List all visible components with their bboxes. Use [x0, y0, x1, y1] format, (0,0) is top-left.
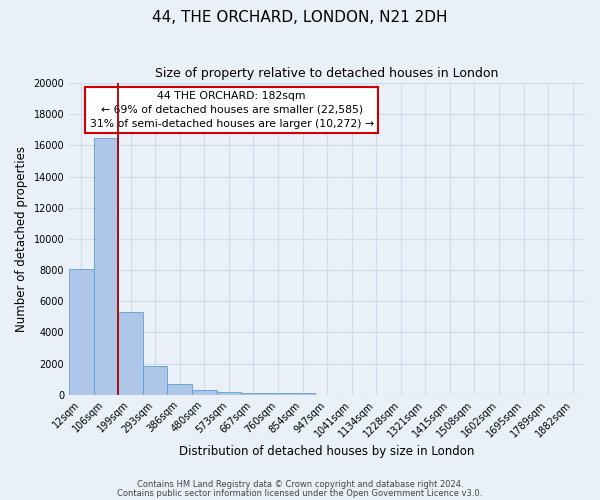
Text: 44, THE ORCHARD, LONDON, N21 2DH: 44, THE ORCHARD, LONDON, N21 2DH: [152, 10, 448, 25]
Bar: [167, 384, 192, 395]
Text: 44 THE ORCHARD: 182sqm
← 69% of detached houses are smaller (22,585)
31% of semi: 44 THE ORCHARD: 182sqm ← 69% of detached…: [89, 91, 374, 129]
Title: Size of property relative to detached houses in London: Size of property relative to detached ho…: [155, 68, 499, 80]
Bar: [266, 393, 290, 395]
Bar: [192, 390, 217, 395]
Bar: [94, 138, 118, 395]
Bar: [217, 392, 241, 395]
X-axis label: Distribution of detached houses by size in London: Distribution of detached houses by size …: [179, 444, 475, 458]
Bar: [143, 366, 167, 395]
Bar: [290, 394, 315, 395]
Text: Contains HM Land Registry data © Crown copyright and database right 2024.: Contains HM Land Registry data © Crown c…: [137, 480, 463, 489]
Y-axis label: Number of detached properties: Number of detached properties: [15, 146, 28, 332]
Bar: [241, 392, 266, 395]
Bar: [118, 312, 143, 395]
Text: Contains public sector information licensed under the Open Government Licence v3: Contains public sector information licen…: [118, 490, 482, 498]
Bar: [69, 268, 94, 395]
